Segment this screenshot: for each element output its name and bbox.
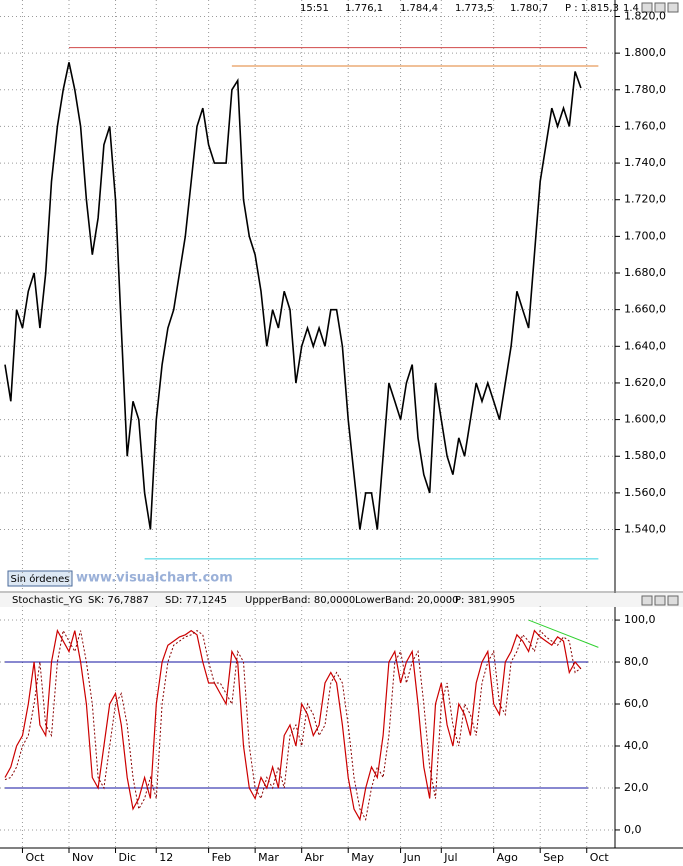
trend-line xyxy=(528,619,599,648)
y-tick-label: 1.740,0 xyxy=(624,156,666,169)
orders-button[interactable] xyxy=(7,570,73,587)
x-tick-label: Oct xyxy=(590,851,610,864)
y-tick-label: 1.680,0 xyxy=(624,266,666,279)
x-tick-label: Sep xyxy=(543,851,564,864)
quote-info: P : 1.815,3 xyxy=(565,3,619,14)
y-tick-label: 1.760,0 xyxy=(624,119,666,132)
maximize-button[interactable] xyxy=(654,595,666,606)
quote-info: 15:51 xyxy=(300,3,329,14)
y-tick-label: 1.640,0 xyxy=(624,339,666,352)
indicator-info: UppperBand: 80,0000 xyxy=(245,595,355,606)
x-tick-label: Feb xyxy=(212,851,231,864)
y-tick-label: 1.700,0 xyxy=(624,229,666,242)
x-tick-label: Jul xyxy=(443,851,457,864)
y-tick-label: 1.660,0 xyxy=(624,303,666,316)
x-tick-label: Nov xyxy=(72,851,94,864)
indicator-info: SK: 76,7887 xyxy=(88,595,149,606)
indicator-info: LowerBand: 20,0000 xyxy=(355,595,459,606)
x-tick-label: Mar xyxy=(258,851,279,864)
close-button[interactable] xyxy=(667,595,679,606)
window-buttons[interactable] xyxy=(641,2,679,606)
y-tick-label: 1.540,0 xyxy=(624,523,666,536)
indicator-info: SD: 77,1245 xyxy=(165,595,227,606)
y-tick-label: 1.620,0 xyxy=(624,376,666,389)
y-tick-label: 80,0 xyxy=(624,655,649,668)
indicator-header xyxy=(0,593,683,607)
y-tick-label: 1.800,0 xyxy=(624,46,666,59)
x-tick-label: May xyxy=(351,851,374,864)
quote-info: 1.780,7 xyxy=(510,3,548,14)
watermark: www.visualchart.com xyxy=(76,571,233,586)
y-tick-label: 1.820,0 xyxy=(624,9,666,22)
y-tick-label: 1.580,0 xyxy=(624,449,666,462)
y-tick-label: 1.560,0 xyxy=(624,486,666,499)
y-tick-label: 100,0 xyxy=(624,613,656,626)
y-tick-label: 40,0 xyxy=(624,739,649,752)
maximize-button[interactable] xyxy=(654,2,666,13)
price-line xyxy=(4,62,582,530)
y-tick-label: 1.720,0 xyxy=(624,193,666,206)
indicator-title: Stochastic_YG xyxy=(12,595,83,606)
quote-info: 1.4 xyxy=(623,3,639,14)
quote-info: 1.773,5 xyxy=(455,3,493,14)
y-tick-label: 1.600,0 xyxy=(624,413,666,426)
y-tick-label: 0,0 xyxy=(624,823,642,836)
indicator-info: P: 381,9905 xyxy=(455,595,515,606)
minimize-button[interactable] xyxy=(641,2,653,13)
x-tick-label: 12 xyxy=(159,851,173,864)
close-button[interactable] xyxy=(667,2,679,13)
x-tick-label: Oct xyxy=(25,851,45,864)
y-tick-label: 20,0 xyxy=(624,781,649,794)
x-tick-label: Ago xyxy=(497,851,519,864)
minimize-button[interactable] xyxy=(641,595,653,606)
quote-info: 1.776,1 xyxy=(345,3,383,14)
y-tick-label: 1.780,0 xyxy=(624,83,666,96)
quote-info: 1.784,4 xyxy=(400,3,438,14)
x-tick-label: Abr xyxy=(305,851,325,864)
x-tick-label: Dic xyxy=(119,851,137,864)
indicator-line xyxy=(4,628,582,822)
x-tick-label: Jun xyxy=(403,851,421,864)
y-tick-label: 60,0 xyxy=(624,697,649,710)
orders-button-label[interactable]: Sin órdenes xyxy=(11,573,70,585)
indicator-line xyxy=(4,629,582,821)
